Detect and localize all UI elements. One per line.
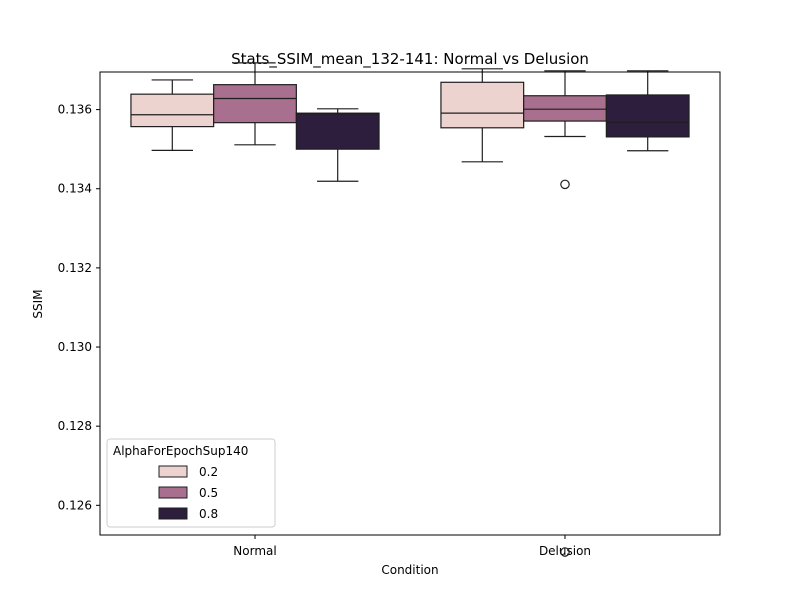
y-tick-label: 0.128 <box>58 419 92 433</box>
box-0.2-delusion <box>440 68 525 163</box>
box-iqr <box>130 93 215 128</box>
legend-box <box>106 438 276 528</box>
box-0.5-normal <box>213 62 297 146</box>
legend-label: 0.8 <box>199 507 218 521</box>
y-tick-label: 0.136 <box>58 103 92 117</box>
box-iqr <box>213 84 297 124</box>
legend-title: AlphaForEpochSup140 <box>113 444 248 458</box>
box-iqr <box>605 94 690 138</box>
box-iqr <box>523 95 607 122</box>
legend-label: 0.2 <box>199 465 218 479</box>
y-tick-label: 0.126 <box>58 498 92 512</box>
legend-label: 0.5 <box>199 486 218 500</box>
legend-swatch <box>158 507 188 520</box>
chart-title: Stats_SSIM_mean_132-141: Normal vs Delus… <box>231 50 589 69</box>
outlier-point <box>560 179 570 190</box>
box-0.8-normal <box>295 108 380 182</box>
legend-swatch <box>158 465 188 478</box>
plot-area: 0.126 0.128 0.130 0.132 0.134 0.136 Normal Delu… <box>58 62 690 558</box>
box-iqr <box>295 112 380 150</box>
legend-swatch <box>158 486 188 499</box>
x-tick-label: Normal <box>233 544 276 558</box>
y-tick-label: 0.132 <box>58 261 92 275</box>
x-tick-label: Delusion <box>539 544 591 558</box>
box-0.2-normal <box>130 79 215 151</box>
outlier-point <box>560 547 570 557</box>
x-axis-label: Condition <box>381 563 438 577</box>
y-tick-label: 0.130 <box>58 340 92 354</box>
axes-frame <box>99 71 721 536</box>
y-tick-label: 0.134 <box>58 182 92 196</box>
box-iqr <box>440 81 525 129</box>
legend: AlphaForEpochSup140 0.2 0.5 0.8 <box>106 438 276 528</box>
box-0.5-delusion <box>523 70 607 557</box>
box-0.8-delusion <box>605 70 690 152</box>
y-axis-label: SSIM <box>31 289 45 318</box>
